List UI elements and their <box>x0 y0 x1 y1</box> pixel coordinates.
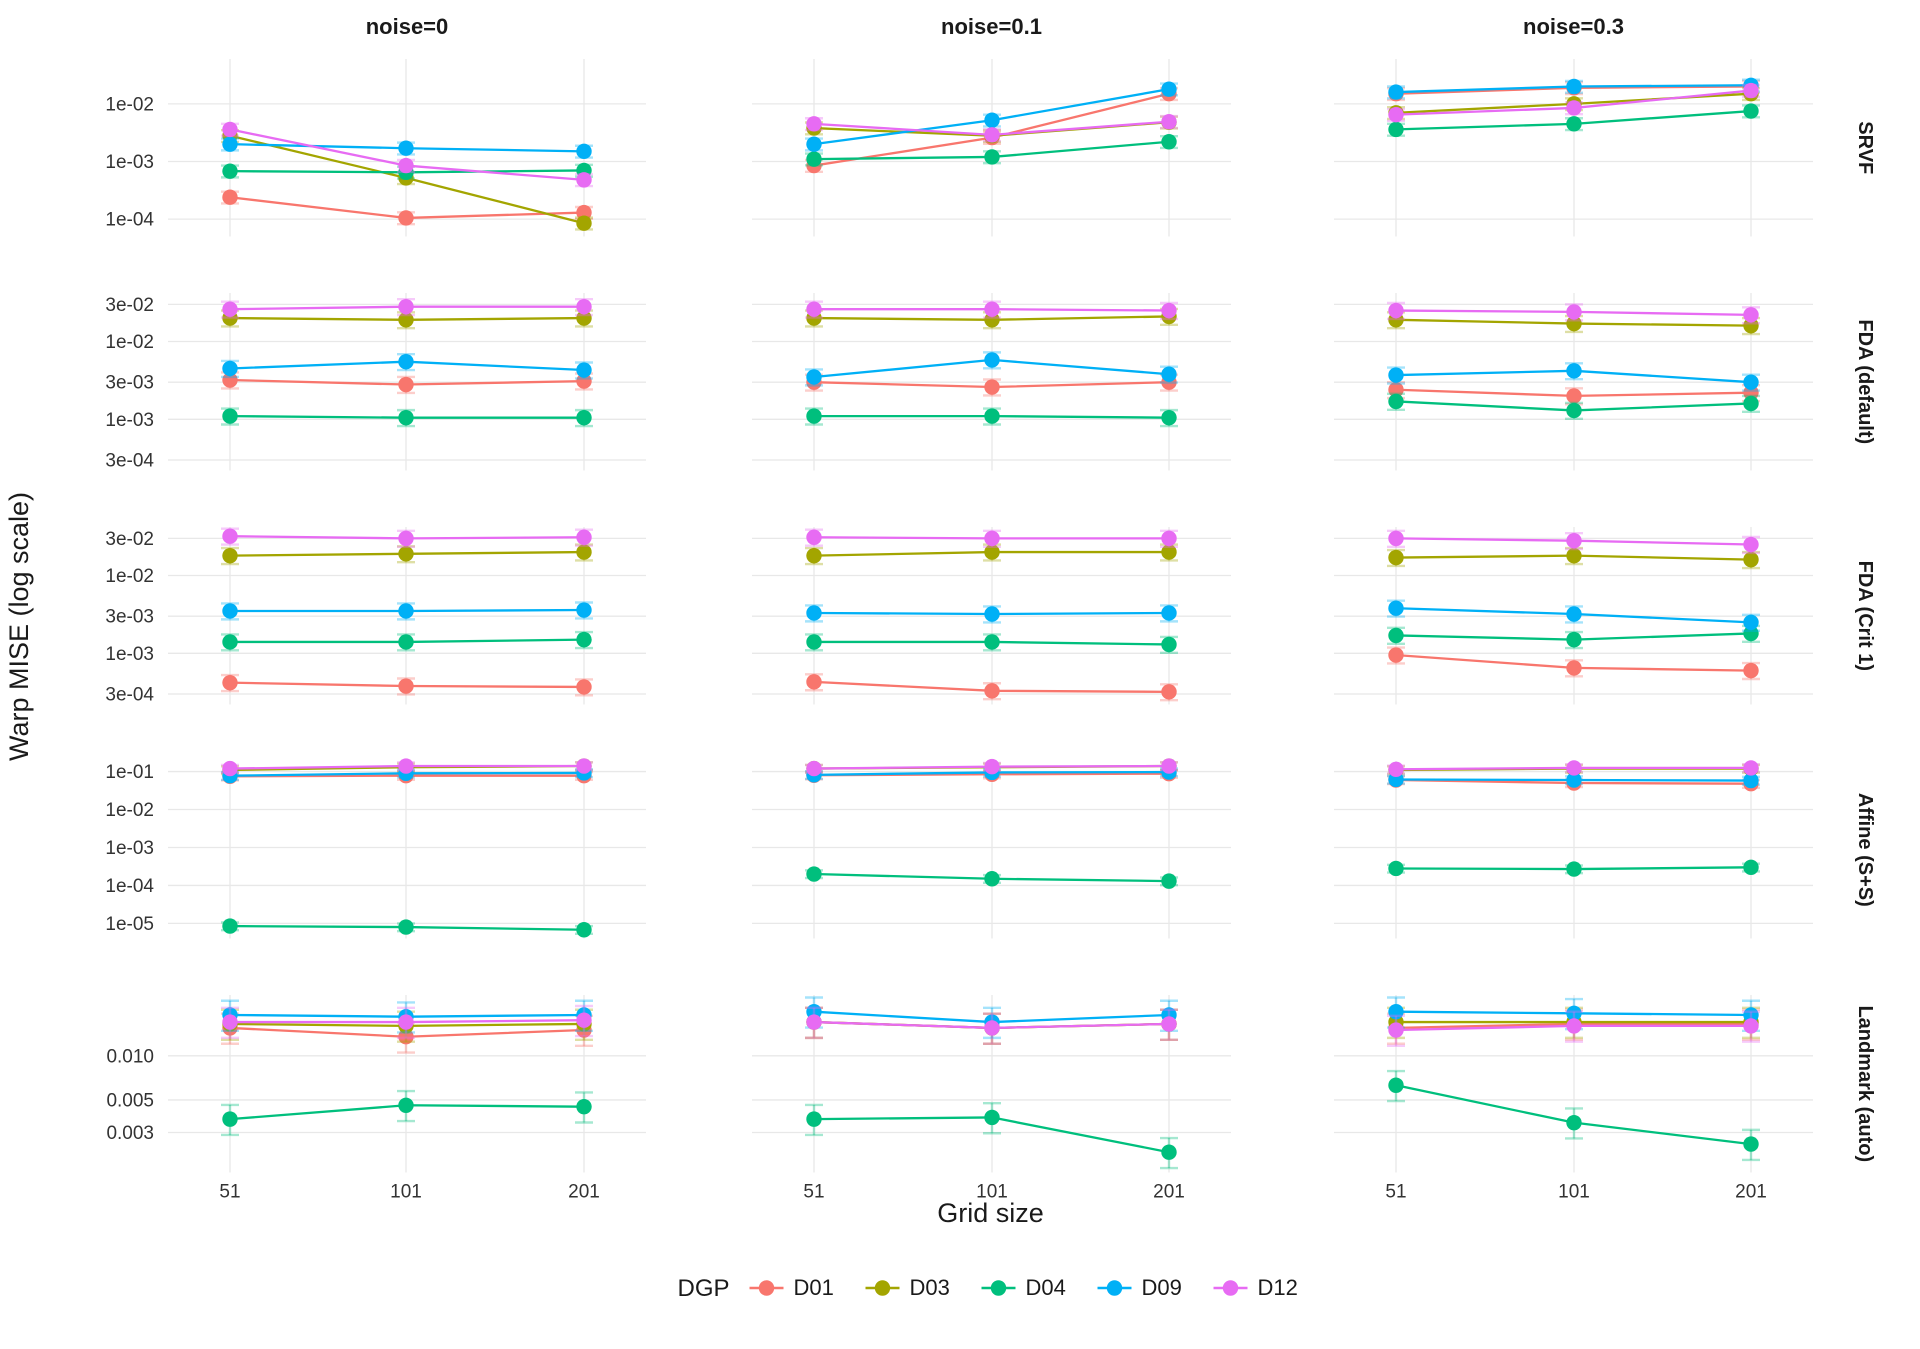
svg-text:1e-01: 1e-01 <box>105 762 154 783</box>
svg-text:1e-02: 1e-02 <box>105 94 154 115</box>
svg-text:3e-04: 3e-04 <box>105 451 154 472</box>
svg-text:201: 201 <box>1153 1182 1185 1203</box>
svg-text:Grid size: Grid size <box>937 1198 1044 1228</box>
svg-text:1e-02: 1e-02 <box>105 332 154 353</box>
svg-text:3e-03: 3e-03 <box>105 607 154 628</box>
svg-text:D09: D09 <box>1142 1275 1182 1300</box>
svg-text:D03: D03 <box>910 1275 950 1300</box>
svg-text:51: 51 <box>219 1182 240 1203</box>
svg-text:0.005: 0.005 <box>106 1090 154 1111</box>
svg-text:3e-04: 3e-04 <box>105 685 154 706</box>
svg-text:201: 201 <box>568 1182 600 1203</box>
svg-text:1e-03: 1e-03 <box>105 644 154 665</box>
svg-text:3e-03: 3e-03 <box>105 373 154 394</box>
svg-text:FDA (default): FDA (default) <box>1854 319 1876 444</box>
svg-text:201: 201 <box>1735 1182 1767 1203</box>
svg-text:51: 51 <box>1385 1182 1406 1203</box>
svg-text:D04: D04 <box>1026 1275 1066 1300</box>
svg-text:1e-03: 1e-03 <box>105 410 154 431</box>
svg-text:SRVF: SRVF <box>1854 121 1876 174</box>
svg-text:1e-04: 1e-04 <box>105 876 154 897</box>
svg-text:noise=0.1: noise=0.1 <box>941 14 1042 39</box>
svg-text:Landmark (auto): Landmark (auto) <box>1854 1005 1876 1162</box>
svg-text:D01: D01 <box>794 1275 834 1300</box>
svg-text:1e-04: 1e-04 <box>105 210 154 231</box>
svg-text:101: 101 <box>1558 1182 1590 1203</box>
svg-text:3e-02: 3e-02 <box>105 295 154 316</box>
svg-text:51: 51 <box>803 1182 824 1203</box>
svg-text:Affine (S+S): Affine (S+S) <box>1854 793 1876 907</box>
svg-text:1e-02: 1e-02 <box>105 800 154 821</box>
svg-text:1e-02: 1e-02 <box>105 566 154 587</box>
svg-text:noise=0: noise=0 <box>366 14 449 39</box>
svg-text:DGP: DGP <box>678 1275 730 1302</box>
svg-text:1e-03: 1e-03 <box>105 838 154 859</box>
svg-text:0.010: 0.010 <box>106 1046 154 1067</box>
svg-text:noise=0.3: noise=0.3 <box>1523 14 1624 39</box>
svg-text:0.003: 0.003 <box>106 1123 154 1144</box>
svg-text:D12: D12 <box>1258 1275 1298 1300</box>
svg-text:Warp MISE (log scale): Warp MISE (log scale) <box>4 492 34 761</box>
svg-text:3e-02: 3e-02 <box>105 529 154 550</box>
svg-text:FDA (Crit 1): FDA (Crit 1) <box>1854 561 1876 671</box>
svg-text:1e-03: 1e-03 <box>105 152 154 173</box>
svg-text:101: 101 <box>390 1182 422 1203</box>
svg-text:1e-05: 1e-05 <box>105 914 154 935</box>
